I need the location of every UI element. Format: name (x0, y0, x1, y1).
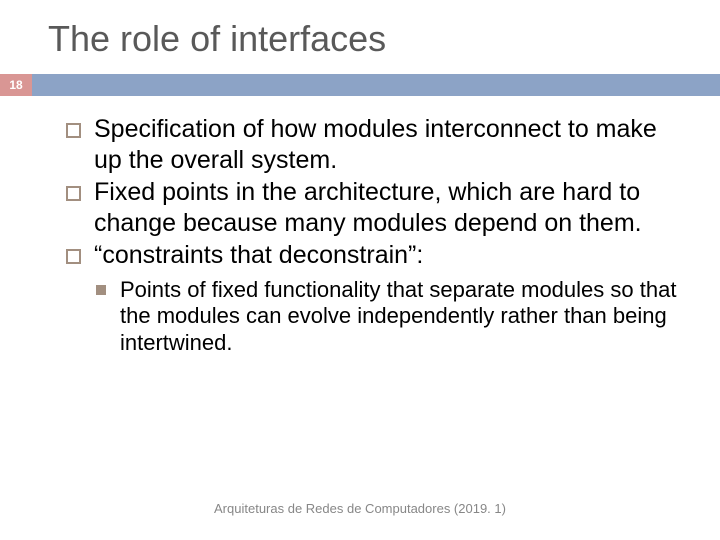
accent-bar (32, 74, 720, 96)
slide-title: The role of interfaces (0, 0, 720, 68)
page-number-badge: 18 (0, 74, 32, 96)
sub-bullet-item: Points of fixed functionality that separ… (94, 277, 680, 357)
bullet-list: Specification of how modules interconnec… (60, 114, 680, 271)
sub-bullet-list: Points of fixed functionality that separ… (60, 277, 680, 357)
divider-bar: 18 (0, 74, 720, 96)
bullet-item: Fixed points in the architecture, which … (60, 177, 680, 238)
bullet-item: Specification of how modules interconnec… (60, 114, 680, 175)
bullet-item: “constraints that deconstrain”: (60, 240, 680, 271)
footer-text: Arquiteturas de Redes de Computadores (2… (0, 501, 720, 516)
content-area: Specification of how modules interconnec… (0, 96, 720, 357)
